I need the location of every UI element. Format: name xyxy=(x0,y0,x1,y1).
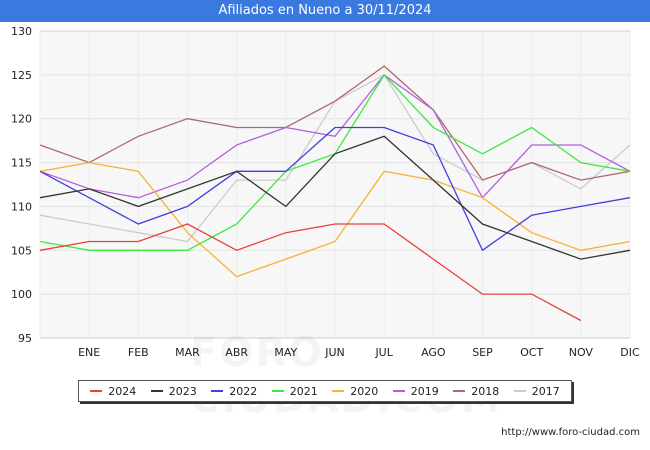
x-tick-label: FEB xyxy=(128,346,149,359)
legend-swatch xyxy=(392,390,405,392)
x-tick-label: ENE xyxy=(78,346,100,359)
x-tick-label: ABR xyxy=(225,346,248,359)
legend-item-2020: 2020 xyxy=(332,385,378,398)
y-tick-label: 110 xyxy=(11,200,32,213)
legend: 2024 2023 2022 2021 2020 2019 2018 2017 xyxy=(78,380,572,402)
y-tick-label: 130 xyxy=(11,25,32,38)
y-tick-label: 125 xyxy=(11,69,32,82)
legend-swatch xyxy=(150,390,163,392)
y-tick-labels: 95 100 105 110 115 120 125 130 xyxy=(11,25,32,345)
x-tick-label: JUN xyxy=(324,346,345,359)
x-tick-label: JUL xyxy=(374,346,393,359)
chart-title: Afiliados en Nueno a 30/11/2024 xyxy=(0,0,650,22)
y-tick-label: 120 xyxy=(11,113,32,126)
y-tick-label: 95 xyxy=(18,332,32,345)
x-tick-label: DIC xyxy=(620,346,640,359)
series-line-2020 xyxy=(39,161,631,278)
y-tick-label: 100 xyxy=(11,288,32,301)
legend-item-2023: 2023 xyxy=(150,384,197,398)
series-line-2018 xyxy=(39,65,631,181)
x-tick-labels: ENE FEB MAR ABR MAY JUN JUL AGO SEP OCT NOV DIC xyxy=(78,346,640,359)
legend-item-2019: 2019 xyxy=(392,384,439,398)
series-line-2023 xyxy=(39,135,631,260)
legend-swatch xyxy=(513,390,526,392)
x-tick-label: MAR xyxy=(175,346,200,359)
footer-url: http://www.foro-ciudad.com xyxy=(501,427,640,438)
legend-label: 2024 xyxy=(108,384,137,398)
legend-swatch xyxy=(332,390,345,392)
x-tick-label: AGO xyxy=(421,346,446,359)
legend-item-2021: 2021 xyxy=(271,384,318,398)
legend-label: 2019 xyxy=(410,384,439,398)
series-line-2024 xyxy=(39,223,582,322)
x-tick-label: NOV xyxy=(569,346,594,359)
legend-swatch xyxy=(453,390,466,392)
legend-item-2024: 2024 xyxy=(90,385,136,398)
legend-swatch xyxy=(271,390,284,392)
series-line-2019 xyxy=(39,74,631,199)
x-tick-label: SEP xyxy=(472,346,493,359)
series-lines xyxy=(39,65,631,322)
y-tick-label: 105 xyxy=(11,244,32,257)
legend-label: 2018 xyxy=(471,384,500,398)
legend-label: 2017 xyxy=(531,384,560,398)
x-tick-label: OCT xyxy=(520,346,543,359)
legend-label: 2020 xyxy=(350,384,379,398)
legend-swatch xyxy=(211,390,224,392)
watermark: FORO-CIUDAD.COM xyxy=(190,330,650,422)
x-tick-label: MAY xyxy=(274,346,297,359)
legend-label: 2021 xyxy=(289,384,318,398)
series-line-2022 xyxy=(39,126,631,252)
grid-lines xyxy=(39,31,631,338)
legend-label: 2023 xyxy=(168,384,197,398)
legend-item-2022: 2022 xyxy=(211,385,257,398)
legend-label: 2022 xyxy=(229,384,258,398)
y-tick-label: 115 xyxy=(11,157,32,170)
legend-swatch xyxy=(90,390,103,392)
legend-item-2017: 2017 xyxy=(513,384,560,398)
legend-item-2018: 2018 xyxy=(453,385,499,398)
